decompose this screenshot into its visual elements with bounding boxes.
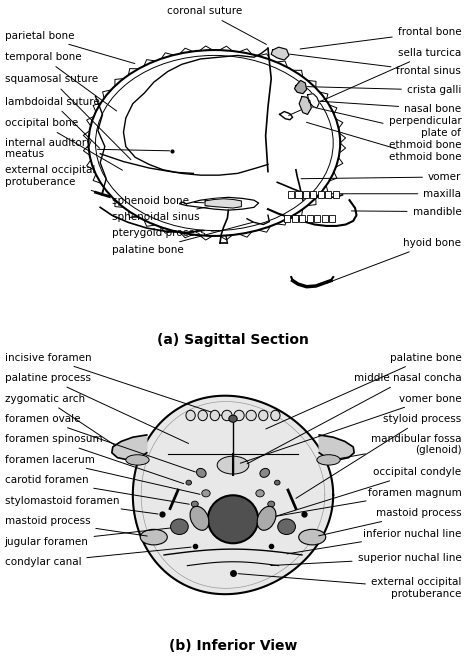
Text: foramen ovale: foramen ovale xyxy=(5,414,195,472)
Ellipse shape xyxy=(210,410,219,420)
Ellipse shape xyxy=(186,410,195,420)
Text: mandible: mandible xyxy=(351,207,461,216)
Ellipse shape xyxy=(234,410,244,420)
Polygon shape xyxy=(308,93,319,108)
Text: foramen magnum: foramen magnum xyxy=(261,488,461,519)
Text: middle nasal concha: middle nasal concha xyxy=(247,373,461,464)
Ellipse shape xyxy=(271,410,280,420)
Text: occipital condyle: occipital condyle xyxy=(272,467,461,518)
Text: pterygoid process: pterygoid process xyxy=(112,228,221,238)
Text: palatine process: palatine process xyxy=(5,373,189,444)
Text: palatine bone: palatine bone xyxy=(112,222,253,256)
Ellipse shape xyxy=(259,410,268,420)
Bar xyxy=(310,191,316,199)
Text: foramen spinosum: foramen spinosum xyxy=(5,434,184,484)
Text: coronal suture: coronal suture xyxy=(167,7,267,44)
Ellipse shape xyxy=(202,490,210,497)
Text: parietal bone: parietal bone xyxy=(5,30,135,64)
Text: styloid process: styloid process xyxy=(296,414,461,498)
Ellipse shape xyxy=(197,469,206,477)
Text: zygomatic arch: zygomatic arch xyxy=(5,394,115,446)
Ellipse shape xyxy=(191,501,199,507)
Bar xyxy=(322,215,328,222)
Ellipse shape xyxy=(140,530,167,545)
Ellipse shape xyxy=(217,456,249,474)
Polygon shape xyxy=(133,396,333,594)
Text: frontal sinus: frontal sinus xyxy=(282,53,461,77)
Bar xyxy=(284,215,290,222)
Bar xyxy=(325,191,331,199)
Text: vomer bone: vomer bone xyxy=(240,394,461,463)
Bar xyxy=(303,191,309,199)
Text: vomer: vomer xyxy=(301,172,461,182)
Polygon shape xyxy=(299,97,311,115)
Text: sphenoid bone: sphenoid bone xyxy=(112,196,209,206)
Polygon shape xyxy=(112,435,147,460)
Text: lambdoidal suture: lambdoidal suture xyxy=(5,97,100,148)
Bar xyxy=(292,215,298,222)
Text: external occipital
protuberance: external occipital protuberance xyxy=(238,574,461,599)
Ellipse shape xyxy=(89,50,340,236)
Ellipse shape xyxy=(256,490,264,497)
Text: mandibular fossa
(glenoid): mandibular fossa (glenoid) xyxy=(335,434,461,459)
Ellipse shape xyxy=(257,506,276,530)
Text: sphenoidal sinus: sphenoidal sinus xyxy=(112,205,220,222)
Polygon shape xyxy=(205,199,241,208)
Text: inferior nuchal line: inferior nuchal line xyxy=(287,528,461,554)
Text: hyoid bone: hyoid bone xyxy=(327,238,461,283)
Ellipse shape xyxy=(126,455,149,465)
Ellipse shape xyxy=(246,410,256,420)
Text: mastoid process: mastoid process xyxy=(5,516,147,536)
Text: carotid foramen: carotid foramen xyxy=(5,475,189,504)
Ellipse shape xyxy=(267,501,275,507)
Polygon shape xyxy=(271,47,289,60)
Text: temporal bone: temporal bone xyxy=(5,52,116,111)
Polygon shape xyxy=(295,80,307,93)
Text: stylomastoid foramen: stylomastoid foramen xyxy=(5,496,158,514)
Ellipse shape xyxy=(171,519,188,534)
Bar xyxy=(318,191,324,199)
Text: frontal bone: frontal bone xyxy=(300,27,461,49)
Bar xyxy=(329,215,335,222)
Text: internal auditory
meatus: internal auditory meatus xyxy=(5,138,170,159)
Ellipse shape xyxy=(274,480,280,485)
Text: perpendicular
plate of
ethmoid bone: perpendicular plate of ethmoid bone xyxy=(308,106,461,150)
Polygon shape xyxy=(319,435,354,460)
Text: crista galli: crista galli xyxy=(305,85,461,95)
Text: squamosal suture: squamosal suture xyxy=(5,74,131,160)
Ellipse shape xyxy=(299,530,326,545)
Bar xyxy=(288,191,294,199)
Text: condylar canal: condylar canal xyxy=(5,547,191,567)
Text: mastoid process: mastoid process xyxy=(319,508,461,536)
Text: (a) Sagittal Section: (a) Sagittal Section xyxy=(157,334,309,348)
Text: maxilla: maxilla xyxy=(324,189,461,199)
Ellipse shape xyxy=(278,519,295,534)
Bar xyxy=(333,191,339,199)
Text: external occipital
protuberance: external occipital protuberance xyxy=(5,165,96,192)
Ellipse shape xyxy=(260,469,269,477)
Ellipse shape xyxy=(208,495,258,544)
Bar xyxy=(307,215,313,222)
Ellipse shape xyxy=(317,455,340,465)
Text: incisive foramen: incisive foramen xyxy=(5,353,226,417)
Bar xyxy=(314,215,320,222)
Bar xyxy=(299,215,305,222)
Ellipse shape xyxy=(190,506,209,530)
Bar xyxy=(295,191,302,199)
Ellipse shape xyxy=(198,410,207,420)
Ellipse shape xyxy=(229,415,237,422)
Text: palatine bone: palatine bone xyxy=(266,353,461,429)
Text: (b) Inferior View: (b) Inferior View xyxy=(169,639,297,653)
Text: nasal bone: nasal bone xyxy=(316,101,461,114)
Ellipse shape xyxy=(186,480,192,485)
Text: sella turcica: sella turcica xyxy=(288,48,461,115)
Text: foramen lacerum: foramen lacerum xyxy=(5,455,200,495)
Text: superior nuchal line: superior nuchal line xyxy=(271,553,461,565)
Text: ethmoid bone: ethmoid bone xyxy=(307,122,461,162)
Text: occipital bone: occipital bone xyxy=(5,118,123,170)
Text: jugular foramen: jugular foramen xyxy=(5,528,173,547)
Ellipse shape xyxy=(222,410,232,420)
